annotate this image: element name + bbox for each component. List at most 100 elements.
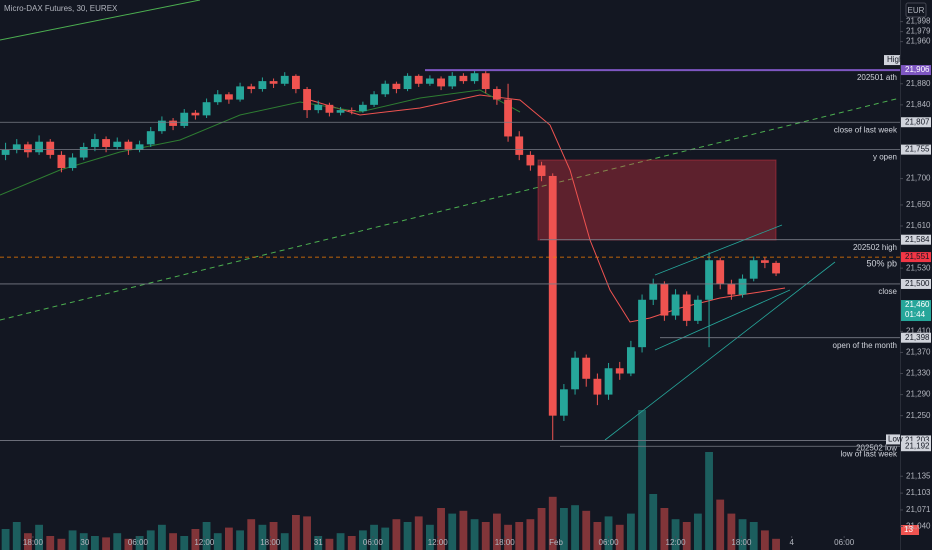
volume-bar [258, 524, 267, 550]
candle-body [280, 75, 289, 84]
volume-bar [46, 536, 55, 550]
x-tick-label: 12:00 [428, 538, 449, 547]
volume-bar [135, 536, 144, 550]
candle-body [291, 75, 300, 90]
candle-body [392, 83, 401, 90]
volume-bar [437, 508, 445, 550]
level-name: y open [873, 153, 897, 162]
level-price-box [901, 144, 931, 155]
candle-body [381, 83, 390, 95]
level-name: 50% pb [866, 258, 897, 268]
level-name: open of the month [833, 341, 898, 350]
volume-bar [760, 530, 769, 550]
chart-title: Micro-DAX Futures, 30, EUREX [4, 4, 118, 13]
y-tick-label: 21,410 [906, 326, 931, 335]
volume-bar [146, 530, 155, 550]
volume-bar [370, 524, 378, 550]
candle-body [660, 283, 669, 316]
volume-bar [336, 533, 345, 550]
level-name: 202502 high [853, 243, 897, 252]
candle-body [91, 139, 99, 147]
candle-body [492, 89, 501, 100]
x-tick-label: Feb [549, 538, 563, 547]
volume-bar [169, 533, 177, 550]
level-price: 21,807 [905, 117, 930, 126]
volume-bar [124, 538, 133, 550]
y-tick-label: 21,290 [906, 390, 931, 399]
level-name: close of last week [834, 125, 898, 134]
volume-bar [593, 522, 602, 550]
level-name: 202501 ath [857, 73, 897, 82]
level-price-box [901, 435, 931, 446]
volume-bar [1, 529, 10, 550]
volume-bar [727, 513, 736, 550]
volume-bar [68, 530, 77, 550]
candle-body [269, 81, 278, 84]
level-price-box [901, 117, 931, 128]
candle-body [146, 131, 155, 145]
y-tick-label: 21,998 [906, 17, 931, 26]
volume-bar [716, 499, 725, 550]
volume-bar [571, 505, 579, 550]
volume-bar [35, 524, 43, 550]
candle-body [225, 94, 233, 100]
candle-body [35, 141, 43, 153]
currency: EUR [908, 6, 925, 15]
volume-bar [392, 519, 401, 550]
volume-bar [682, 522, 691, 550]
y-tick-label: 21,880 [906, 79, 931, 88]
low-tag-box [886, 434, 900, 445]
level-name: low of last week [841, 449, 898, 458]
x-tick-label: 06:00 [128, 538, 149, 547]
y-tick-label: 21,103 [906, 488, 931, 497]
y-tick-label: 21,700 [906, 174, 931, 183]
volume-bar [347, 536, 356, 550]
candle-body [169, 120, 177, 126]
y-tick-label: 21,650 [906, 200, 931, 209]
volume-bar [236, 530, 244, 550]
candle-body [158, 120, 166, 132]
volume-bar [492, 513, 501, 550]
volume-bar [649, 494, 658, 550]
candle-body [403, 75, 412, 90]
candle-body [615, 368, 624, 374]
volume-bar [403, 522, 412, 550]
volume-bar [448, 513, 457, 550]
x-tick-label: 18:00 [495, 538, 516, 547]
y-tick-label: 21,610 [906, 221, 931, 230]
x-tick-label: 30 [80, 538, 89, 547]
candle-body [459, 75, 468, 82]
candle-body [693, 299, 702, 321]
candle-body [582, 357, 591, 379]
volume-bar [626, 513, 635, 550]
dashed-trend-line [0, 97, 901, 321]
candle-body [213, 94, 222, 103]
volume-bar [381, 527, 390, 550]
y-tick-label: 21,530 [906, 263, 931, 272]
channel-line [654, 224, 783, 276]
candle-body [705, 260, 713, 300]
candle-body [135, 144, 144, 150]
candle-body [593, 378, 602, 395]
x-tick-label: 12:00 [666, 538, 687, 547]
candle-body [638, 299, 646, 348]
level-price-box [901, 252, 931, 263]
volume-bar [79, 533, 88, 550]
volume-bar [671, 519, 680, 550]
level-price-box [901, 278, 931, 289]
y-tick-label: 21,840 [906, 100, 931, 109]
level-price-box [901, 234, 931, 245]
candle-body [649, 283, 658, 300]
volume-bar [470, 519, 479, 550]
candle-body [749, 260, 758, 279]
x-tick-label: 12:00 [194, 538, 215, 547]
level-price: 21,192 [905, 441, 930, 450]
volume-bar [303, 516, 311, 550]
level-price-box [901, 332, 931, 343]
candle-body [515, 136, 524, 155]
candle-body [716, 260, 725, 284]
candle-body [559, 389, 568, 416]
candle-body [191, 112, 200, 116]
candle-body [548, 175, 557, 416]
